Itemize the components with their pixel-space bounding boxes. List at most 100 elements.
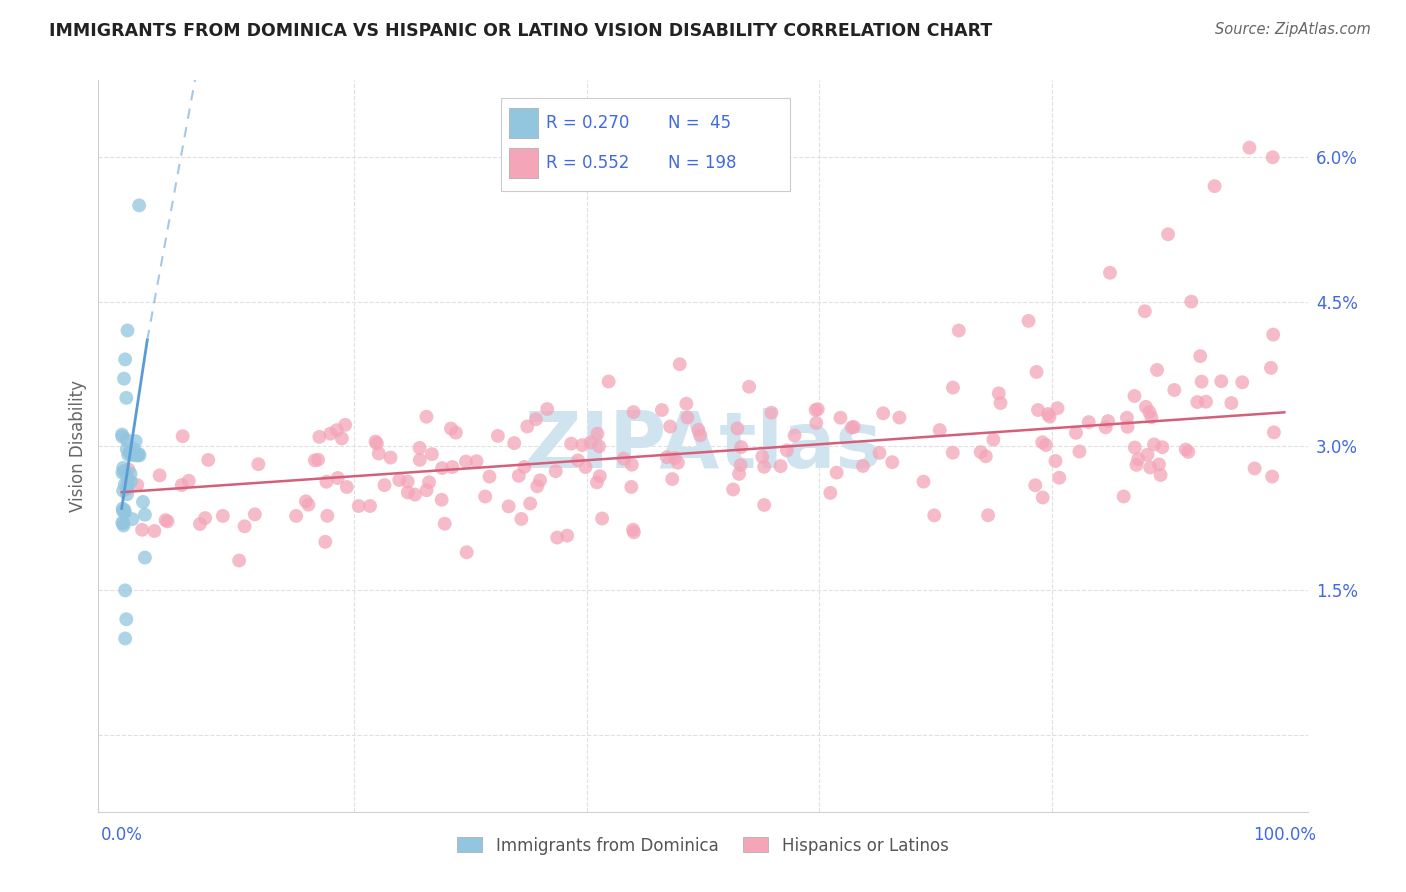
Point: [1191, 375, 1213, 389]
Point: [776, 443, 799, 458]
Point: [194, 511, 217, 525]
Point: [1260, 360, 1282, 375]
Point: [433, 516, 456, 531]
Point: [807, 402, 830, 417]
Point: [1123, 389, 1146, 403]
Point: [134, 508, 156, 522]
Point: [1025, 365, 1047, 379]
Point: [689, 428, 711, 442]
Point: [307, 452, 329, 467]
Point: [1157, 227, 1180, 242]
Point: [751, 450, 773, 464]
Point: [134, 550, 156, 565]
Y-axis label: Vision Disability: Vision Disability: [69, 380, 87, 512]
Point: [1195, 394, 1218, 409]
Point: [415, 409, 437, 424]
Point: [1187, 395, 1209, 409]
Point: [156, 515, 179, 529]
Point: [659, 419, 682, 434]
Point: [114, 506, 136, 520]
Point: [396, 485, 419, 500]
Point: [544, 464, 567, 478]
Point: [1137, 405, 1160, 419]
Point: [1077, 415, 1099, 429]
Point: [928, 423, 950, 437]
Point: [830, 410, 852, 425]
Point: [1136, 448, 1159, 462]
Point: [285, 508, 308, 523]
Point: [519, 496, 541, 510]
Point: [1177, 445, 1199, 459]
Point: [120, 475, 142, 489]
Point: [586, 426, 609, 441]
Point: [688, 423, 710, 437]
Point: [347, 499, 370, 513]
Point: [454, 454, 477, 468]
Point: [177, 474, 200, 488]
Point: [326, 423, 349, 437]
Point: [420, 447, 443, 461]
Point: [396, 475, 419, 489]
Point: [571, 438, 593, 452]
Point: [513, 459, 536, 474]
Point: [114, 466, 136, 480]
Point: [804, 403, 827, 417]
Point: [526, 479, 548, 493]
Point: [117, 324, 139, 338]
Point: [1116, 419, 1139, 434]
Point: [440, 421, 463, 435]
Point: [114, 632, 136, 646]
Point: [211, 508, 233, 523]
Point: [1018, 314, 1040, 328]
Point: [1047, 471, 1070, 485]
Point: [127, 449, 149, 463]
Point: [623, 525, 645, 540]
Point: [1123, 441, 1146, 455]
Point: [114, 583, 136, 598]
Point: [120, 447, 142, 461]
Point: [373, 478, 395, 492]
Point: [128, 448, 150, 462]
Point: [970, 445, 993, 459]
Point: [754, 459, 776, 474]
Point: [675, 397, 697, 411]
Point: [132, 495, 155, 509]
Point: [115, 487, 138, 501]
Point: [122, 442, 145, 456]
Point: [478, 469, 501, 483]
Point: [111, 430, 134, 444]
Point: [336, 480, 359, 494]
Point: [1143, 437, 1166, 451]
Point: [613, 451, 636, 466]
Point: [842, 420, 865, 434]
Point: [912, 475, 935, 489]
Point: [319, 426, 342, 441]
Point: [1064, 425, 1087, 440]
Point: [524, 412, 547, 426]
Point: [1146, 363, 1168, 377]
Point: [1024, 478, 1046, 492]
Point: [529, 473, 551, 487]
Point: [295, 494, 318, 508]
Point: [754, 498, 776, 512]
Point: [127, 478, 149, 492]
Point: [444, 425, 467, 440]
Point: [1098, 266, 1121, 280]
Point: [1135, 400, 1157, 414]
Point: [769, 459, 792, 474]
Point: [889, 410, 911, 425]
Point: [111, 466, 134, 480]
Point: [326, 471, 349, 485]
Point: [1069, 444, 1091, 458]
Point: [536, 402, 558, 417]
Point: [388, 473, 411, 487]
Point: [314, 534, 336, 549]
Point: [316, 508, 339, 523]
Point: [366, 436, 388, 450]
Point: [122, 448, 145, 462]
Point: [441, 460, 464, 475]
Point: [247, 457, 270, 471]
Point: [620, 480, 643, 494]
Point: [591, 511, 613, 525]
Point: [117, 462, 139, 476]
